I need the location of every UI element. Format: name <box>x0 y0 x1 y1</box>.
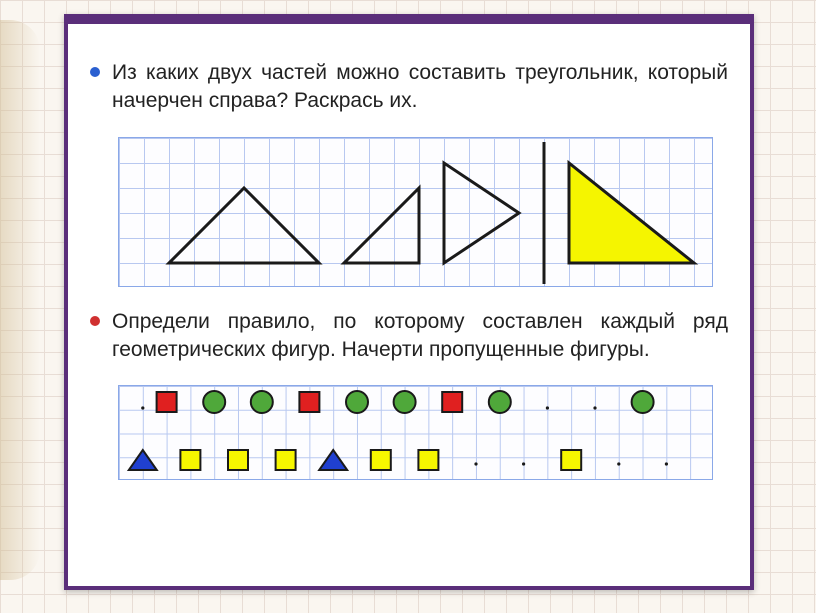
placeholder-dot <box>546 407 549 410</box>
placeholder-dot <box>522 463 525 466</box>
square-red <box>299 392 319 412</box>
square-red <box>157 392 177 412</box>
tri-b <box>344 188 419 263</box>
triangle-blue <box>319 450 347 470</box>
circle-green <box>203 391 225 413</box>
square-yellow <box>371 450 391 470</box>
grid-panel-2 <box>118 385 713 480</box>
task-1: Из каких двух частей можно составить тре… <box>90 59 728 287</box>
tri-target <box>569 163 694 263</box>
bullet-icon <box>90 316 100 326</box>
placeholder-dot <box>665 463 668 466</box>
shapes-svg-2 <box>119 386 714 481</box>
placeholder-dot <box>593 407 596 410</box>
circle-green <box>346 391 368 413</box>
circle-green <box>251 391 273 413</box>
square-yellow <box>228 450 248 470</box>
square-red <box>442 392 462 412</box>
grid-panel-1 <box>118 137 713 287</box>
task-2-text: Определи правило, по которому составлен … <box>90 308 728 365</box>
placeholder-dot <box>141 407 144 410</box>
bullet-icon <box>90 67 100 77</box>
triangle-blue <box>129 450 157 470</box>
circle-green <box>632 391 654 413</box>
task-1-content: Из каких двух частей можно составить тре… <box>112 61 728 112</box>
placeholder-dot <box>617 463 620 466</box>
circle-green <box>489 391 511 413</box>
placeholder-dot <box>474 463 477 466</box>
tri-a <box>169 188 319 263</box>
square-yellow <box>276 450 296 470</box>
tri-c <box>444 163 519 263</box>
workbook-card: Из каких двух частей можно составить тре… <box>64 14 754 590</box>
task-2-content: Определи правило, по которому составлен … <box>112 310 728 361</box>
circle-green <box>394 391 416 413</box>
square-yellow <box>418 450 438 470</box>
task-1-text: Из каких двух частей можно составить тре… <box>90 59 728 116</box>
square-yellow <box>561 450 581 470</box>
square-yellow <box>180 450 200 470</box>
decor-left-strip <box>0 20 40 580</box>
task-2: Определи правило, по которому составлен … <box>90 308 728 481</box>
shapes-svg-1 <box>119 138 714 288</box>
